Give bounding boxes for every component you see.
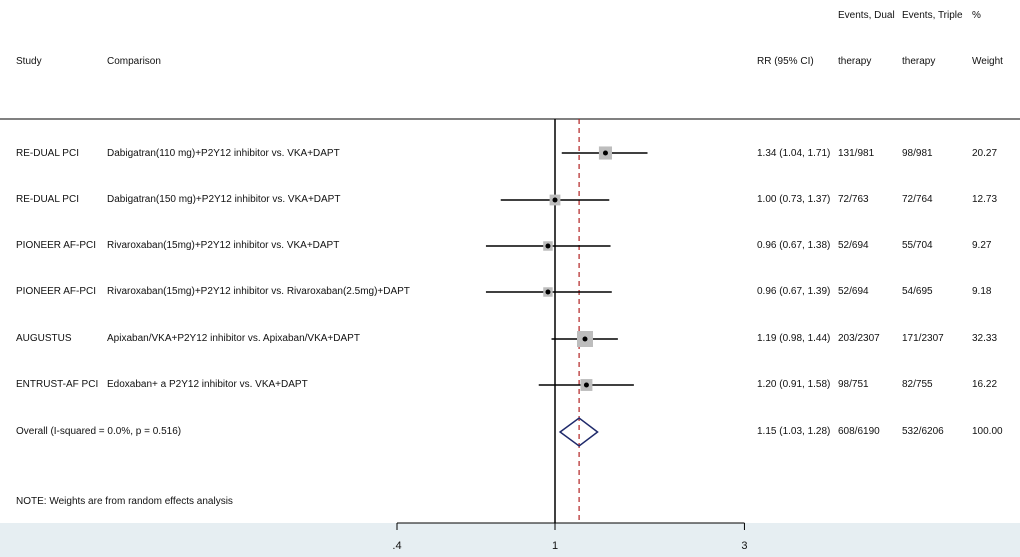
row-study: PIONEER AF-PCI <box>16 286 97 297</box>
overall-events-dual: 608/6190 <box>838 426 880 437</box>
header-study: Study <box>16 56 42 67</box>
axis-band <box>0 523 1020 557</box>
row-events-triple: 82/755 <box>902 379 933 390</box>
row-weight: 16.22 <box>972 379 998 390</box>
row-study: RE-DUAL PCI <box>16 148 79 159</box>
row-rr: 0.96 (0.67, 1.38) <box>757 240 831 251</box>
row-weight: 9.27 <box>972 240 992 251</box>
row-events-dual: 52/694 <box>838 240 869 251</box>
row-rr: 1.20 (0.91, 1.58) <box>757 379 831 390</box>
row-study: RE-DUAL PCI <box>16 194 79 205</box>
row-events-triple: 55/704 <box>902 240 933 251</box>
row-weight: 20.27 <box>972 148 998 159</box>
row-comparison: Rivaroxaban(15mg)+P2Y12 inhibitor vs. Ri… <box>107 286 410 297</box>
footnote: NOTE: Weights are from random effects an… <box>16 496 233 507</box>
row-events-dual: 131/981 <box>838 148 875 159</box>
row-events-triple: 98/981 <box>902 148 933 159</box>
row-comparison: Edoxaban+ a P2Y12 inhibitor vs. VKA+DAPT <box>107 379 308 390</box>
row-events-triple: 171/2307 <box>902 333 944 344</box>
row-rr: 1.00 (0.73, 1.37) <box>757 194 831 205</box>
row-weight: 9.18 <box>972 286 992 297</box>
x-tick-label: 1 <box>551 540 559 552</box>
header-comparison: Comparison <box>107 56 161 67</box>
overall-label: Overall (I-squared = 0.0%, p = 0.516) <box>16 426 182 437</box>
row-study: ENTRUST-AF PCI <box>16 379 99 390</box>
row-events-dual: 203/2307 <box>838 333 880 344</box>
point-estimate <box>582 336 588 342</box>
row-rr: 0.96 (0.67, 1.39) <box>757 286 831 297</box>
row-events-triple: 54/695 <box>902 286 933 297</box>
header-weight-line1: % <box>972 10 981 21</box>
row-weight: 32.33 <box>972 333 998 344</box>
row-events-dual: 52/694 <box>838 286 869 297</box>
overall-events-triple: 532/6206 <box>902 426 944 437</box>
row-comparison: Dabigatran(150 mg)+P2Y12 inhibitor vs. V… <box>107 194 341 205</box>
overall-diamond <box>558 417 599 447</box>
row-rr: 1.19 (0.98, 1.44) <box>757 333 831 344</box>
row-rr: 1.34 (1.04, 1.71) <box>757 148 831 159</box>
row-comparison: Rivaroxaban(15mg)+P2Y12 inhibitor vs. VK… <box>107 240 340 251</box>
overall-rr: 1.15 (1.03, 1.28) <box>757 426 831 437</box>
row-study: AUGUSTUS <box>16 333 72 344</box>
point-estimate <box>545 243 551 249</box>
row-comparison: Dabigatran(110 mg)+P2Y12 inhibitor vs. V… <box>107 148 340 159</box>
row-events-dual: 72/763 <box>838 194 869 205</box>
row-weight: 12.73 <box>972 194 998 205</box>
header-rr: RR (95% CI) <box>757 56 814 67</box>
x-tick-label: .4 <box>392 540 402 552</box>
header-events-triple-line2: therapy <box>902 56 936 67</box>
point-estimate <box>545 289 551 295</box>
point-estimate <box>602 150 608 156</box>
overall-weight: 100.00 <box>972 426 1003 437</box>
x-tick-label: 3 <box>741 540 748 552</box>
point-estimate <box>552 197 558 203</box>
header-events-triple-line1: Events, Triple <box>902 10 963 21</box>
header-events-dual-line2: therapy <box>838 56 872 67</box>
row-events-triple: 72/764 <box>902 194 933 205</box>
row-study: PIONEER AF-PCI <box>16 240 97 251</box>
row-events-dual: 98/751 <box>838 379 869 390</box>
header-events-dual-line1: Events, Dual <box>838 10 895 21</box>
row-comparison: Apixaban/VKA+P2Y12 inhibitor vs. Apixaba… <box>107 333 360 344</box>
header-weight-line2: Weight <box>972 56 1003 67</box>
point-estimate <box>583 382 589 388</box>
